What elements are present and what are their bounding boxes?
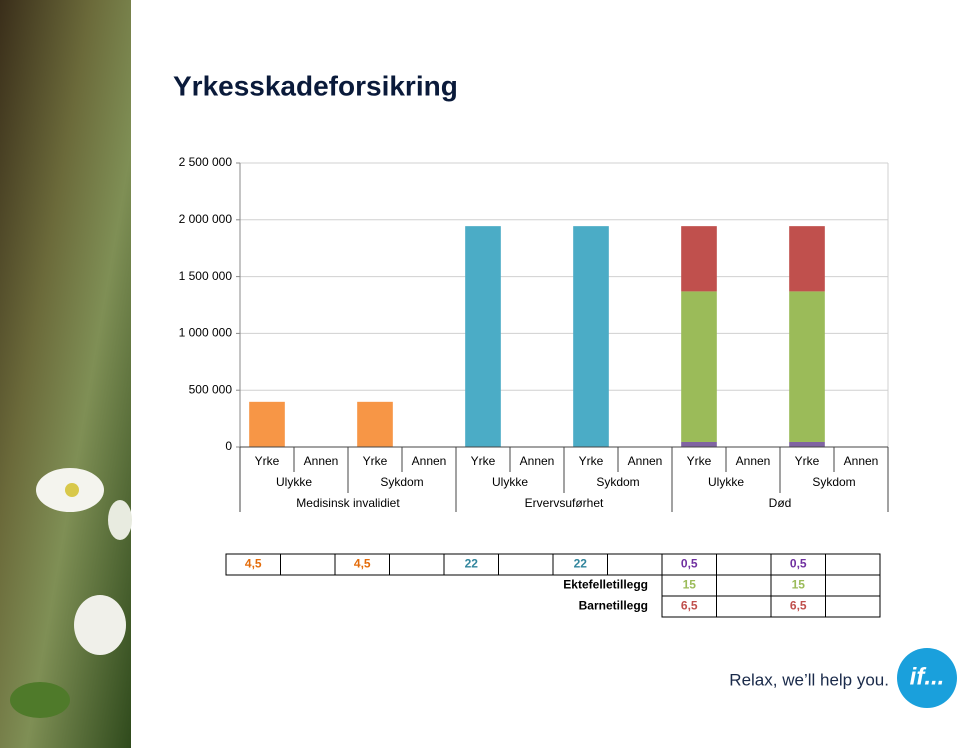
x-tick-label: Annen — [304, 454, 339, 468]
table-value: 4,5 — [245, 557, 262, 571]
y-tick-label: 2 000 000 — [179, 212, 233, 226]
y-tick-label: 0 — [225, 439, 232, 453]
bar-segment — [681, 226, 717, 292]
table-cell — [498, 553, 554, 576]
x-group-label: Ulykke — [276, 475, 312, 489]
x-tick-label: Yrke — [687, 454, 712, 468]
table-value: 0,5 — [790, 557, 807, 571]
table-cell — [716, 595, 772, 618]
y-tick-label: 1 000 000 — [179, 326, 233, 340]
bar-segment — [681, 441, 717, 447]
table-value: 15 — [683, 578, 697, 592]
bar-segment — [357, 401, 393, 447]
table-cell — [716, 574, 772, 597]
chart: 0 500 000 1 000 000 1 500 000 2 000 000 2 500… — [179, 155, 889, 512]
table-cell — [825, 553, 881, 576]
table-value: 22 — [574, 557, 588, 571]
bar-segment — [465, 226, 501, 447]
y-tick-label: 2 500 000 — [179, 155, 233, 169]
bar-segment — [573, 226, 609, 447]
x-tick-label: Annen — [736, 454, 771, 468]
logo-text: if... — [910, 663, 945, 690]
x-group-label: Sykdom — [596, 475, 639, 489]
x-group-label: Ulykke — [708, 475, 744, 489]
table-cell — [389, 553, 445, 576]
x-tick-label: Yrke — [579, 454, 604, 468]
y-tick-label: 1 500 000 — [179, 269, 233, 283]
table-cell — [280, 553, 336, 576]
bar-segment — [789, 226, 825, 292]
table-cell — [607, 553, 663, 576]
table-value: 4,5 — [354, 557, 371, 571]
x-group-label: Sykdom — [380, 475, 423, 489]
table-value: 6,5 — [681, 599, 698, 613]
y-tick-label: 500 000 — [189, 382, 233, 396]
table-cell — [825, 574, 881, 597]
table-value: 0,5 — [681, 557, 698, 571]
slide-title: Yrkesskadeforsikring — [173, 70, 458, 101]
x-supergroup-label: Ervervsuførhet — [525, 496, 604, 510]
x-tick-label: Annen — [628, 454, 663, 468]
x-supergroup-label: Medisinsk invalidiet — [296, 496, 400, 510]
bar-segment — [789, 441, 825, 447]
table-value: 6,5 — [790, 599, 807, 613]
logo — [897, 648, 957, 708]
row-label: Barnetillegg — [579, 599, 648, 613]
value-table: 4,5 4,5 22 22 0,5 0,5 Ektefelletillegg 15 15 Barn… — [225, 553, 881, 618]
x-supergroup-label: Død — [769, 496, 792, 510]
bar-segment — [681, 291, 717, 442]
photo — [0, 0, 132, 748]
table-value: 22 — [465, 557, 479, 571]
table-cell — [825, 595, 881, 618]
table-value: 15 — [792, 578, 806, 592]
x-tick-label: Annen — [520, 454, 555, 468]
x-group-label: Ulykke — [492, 475, 528, 489]
bar-segment — [789, 291, 825, 442]
x-tick-label: Annen — [412, 454, 447, 468]
x-tick-label: Yrke — [795, 454, 820, 468]
bar-segment — [249, 401, 285, 447]
slogan: Relax, we’ll help you. — [729, 670, 889, 689]
x-tick-label: Yrke — [471, 454, 496, 468]
row-label: Ektefelletillegg — [563, 578, 648, 592]
x-tick-label: Yrke — [363, 454, 388, 468]
x-tick-label: Yrke — [255, 454, 280, 468]
x-group-label: Sykdom — [812, 475, 855, 489]
table-cell — [716, 553, 772, 576]
x-tick-label: Annen — [844, 454, 879, 468]
